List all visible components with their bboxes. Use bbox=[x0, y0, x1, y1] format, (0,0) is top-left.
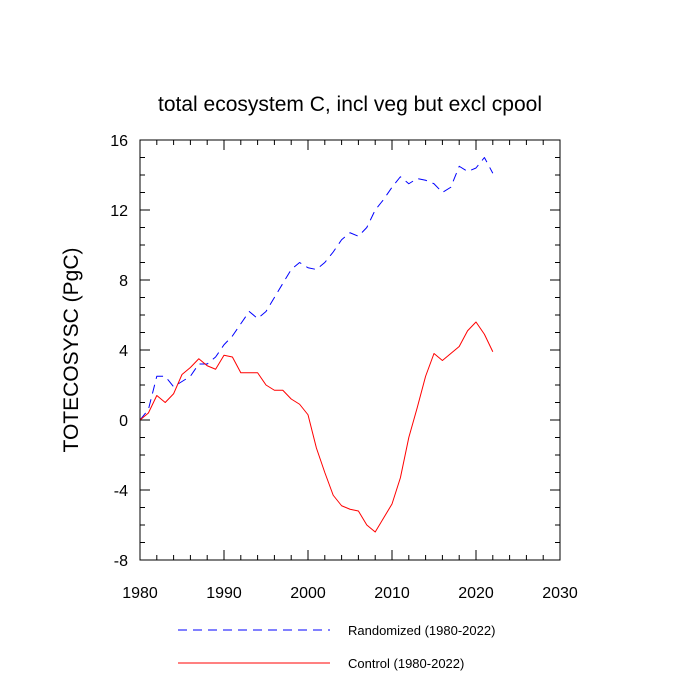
x-tick-labels: 1980 1990 2000 2010 2020 2030 bbox=[122, 585, 578, 602]
series-layer bbox=[139, 157, 494, 533]
y-tick-label: 16 bbox=[110, 133, 128, 150]
x-tick-label: 2030 bbox=[542, 585, 578, 602]
y-axis-label: TOTECOSYSC (PgC) bbox=[60, 248, 83, 453]
y-tick-label: 4 bbox=[119, 343, 128, 360]
x-tick-label: 1980 bbox=[122, 585, 158, 602]
legend: Randomized (1980-2022) Control (1980-2022… bbox=[178, 623, 495, 671]
plot-frame bbox=[139, 139, 561, 561]
legend-label-control: Control (1980-2022) bbox=[348, 656, 464, 671]
y-tick-label: 12 bbox=[110, 203, 128, 220]
series-line-control bbox=[139, 321, 494, 533]
y-tick-labels: -8 -4 0 4 8 12 16 bbox=[110, 133, 128, 570]
x-tick-label: 2000 bbox=[290, 585, 326, 602]
major-ticks bbox=[139, 139, 561, 561]
x-tick-label: 2010 bbox=[374, 585, 410, 602]
chart-title: total ecosystem C, incl veg but excl cpo… bbox=[158, 93, 542, 116]
y-tick-label: -8 bbox=[114, 553, 128, 570]
x-tick-label: 2020 bbox=[458, 585, 494, 602]
y-tick-label: 0 bbox=[119, 413, 128, 430]
x-tick-label: 1990 bbox=[206, 585, 242, 602]
minor-ticks bbox=[140, 140, 560, 560]
series-line-randomized bbox=[139, 157, 494, 421]
y-tick-label: -4 bbox=[114, 483, 128, 500]
legend-label-randomized: Randomized (1980-2022) bbox=[348, 623, 495, 638]
y-tick-label: 8 bbox=[119, 273, 128, 290]
